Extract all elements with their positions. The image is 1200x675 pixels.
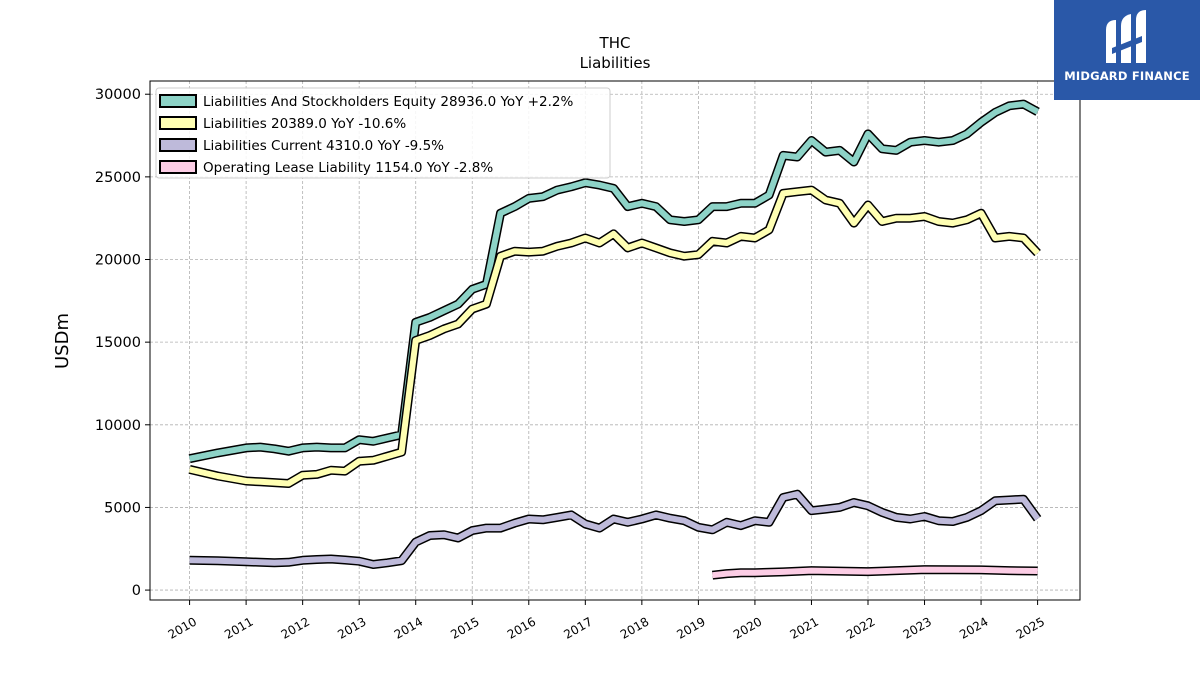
x-tick-label: 2013	[335, 614, 368, 641]
x-tick-label: 2016	[505, 614, 538, 641]
chart-subtitle: Liabilities	[580, 54, 651, 72]
y-tick-label: 5000	[104, 500, 141, 516]
legend-label-liabilities-and-stockholders-equity: Liabilities And Stockholders Equity 2893…	[203, 94, 573, 110]
legend-swatch-operating-lease-liability	[159, 160, 197, 174]
y-tick-label: 10000	[95, 418, 141, 434]
logo-text: MIDGARD FINANCE	[1064, 69, 1190, 83]
logo-mark-icon	[1106, 10, 1146, 63]
x-tick-label: 2022	[844, 614, 877, 641]
x-tick-label: 2015	[448, 614, 481, 641]
series-line-liabilities-current	[189, 491, 1041, 568]
y-axis-label: USDm	[52, 313, 73, 369]
x-tick-label: 2011	[222, 614, 255, 641]
y-tick-label: 25000	[95, 170, 141, 186]
x-tick-label: 2019	[674, 614, 707, 641]
legend-label-liabilities: Liabilities 20389.0 YoY -10.6%	[203, 116, 406, 132]
brand-logo: MIDGARD FINANCE	[1054, 0, 1200, 100]
y-axis: 0 5000 10000 15000 20000 25000 30000	[95, 87, 150, 599]
y-tick-label: 30000	[95, 87, 141, 103]
legend-box	[155, 87, 611, 179]
x-tick-label: 2020	[731, 614, 764, 641]
series-group	[188, 99, 1042, 580]
y-tick-label: 0	[132, 583, 141, 599]
series-line-operating-lease-liability	[712, 566, 1038, 579]
series-line-liabilities-and-stockholders-equity	[188, 101, 1040, 462]
x-tick-label: 2012	[279, 614, 312, 641]
legend-swatch-liabilities-and-stockholders-equity	[159, 94, 197, 108]
y-tick-label: 15000	[95, 335, 141, 351]
series-line-liabilities	[188, 187, 1040, 487]
x-axis: 2010 2011 2012 2013 2014 2015 2016 2017 2018 2019…	[166, 600, 1047, 642]
chart-title: THC	[599, 34, 631, 52]
x-tick-label: 2017	[561, 614, 594, 641]
legend-label-liabilities-current: Liabilities Current 4310.0 YoY -9.5%	[203, 138, 444, 154]
legend-swatch-liabilities-current	[159, 138, 197, 152]
y-tick-label: 20000	[95, 253, 141, 269]
x-tick-label: 2018	[618, 614, 651, 641]
x-tick-label: 2024	[957, 614, 990, 641]
x-tick-label: 2023	[901, 614, 934, 641]
legend-swatch-liabilities	[159, 116, 197, 130]
x-tick-label: 2014	[392, 614, 425, 641]
x-tick-label: 2025	[1014, 614, 1047, 641]
series-outline-liabilities-current	[189, 489, 1042, 569]
x-tick-label: 2021	[788, 614, 821, 641]
plot-frame	[149, 80, 1081, 601]
legend: Liabilities And Stockholders Equity 2893…	[155, 87, 611, 179]
legend-label-operating-lease-liability: Operating Lease Liability 1154.0 YoY -2.…	[203, 160, 493, 176]
x-tick-label: 2010	[166, 614, 199, 641]
